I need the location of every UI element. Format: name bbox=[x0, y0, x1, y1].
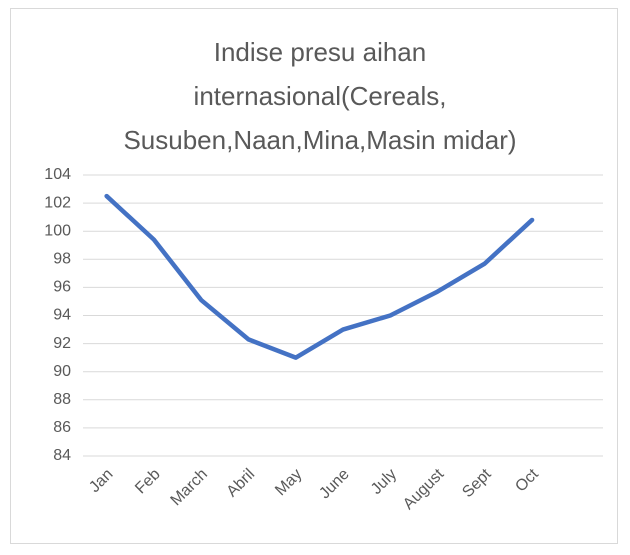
x-tick-label: Abril bbox=[224, 466, 259, 501]
y-tick-label: 88 bbox=[53, 391, 71, 408]
x-tick-label: Sept bbox=[459, 465, 495, 501]
y-tick-label: 96 bbox=[53, 279, 71, 296]
y-tick-label: 90 bbox=[53, 363, 71, 380]
chart-title: Indise presu aihan internasional(Cereals… bbox=[123, 37, 517, 155]
y-tick-label: 98 bbox=[53, 251, 71, 268]
x-tick-label: June bbox=[316, 466, 353, 503]
x-tick-label: July bbox=[368, 466, 400, 498]
y-tick-label: 92 bbox=[53, 335, 71, 352]
x-tick-label: August bbox=[400, 465, 448, 513]
y-tick-label: 100 bbox=[44, 222, 71, 239]
x-tick-label: Feb bbox=[132, 466, 164, 498]
x-tick-label: Jan bbox=[86, 466, 116, 496]
y-tick-label: 86 bbox=[53, 419, 71, 436]
x-tick-label: March bbox=[168, 466, 211, 509]
y-tick-label: 102 bbox=[44, 194, 71, 211]
x-tick-label: May bbox=[272, 466, 305, 499]
y-tick-label: 84 bbox=[53, 447, 71, 464]
y-tick-label: 94 bbox=[53, 307, 71, 324]
x-tick-label: Oct bbox=[512, 465, 542, 495]
data-line bbox=[104, 193, 535, 360]
chart-frame bbox=[10, 8, 618, 544]
y-tick-label: 104 bbox=[44, 166, 71, 183]
